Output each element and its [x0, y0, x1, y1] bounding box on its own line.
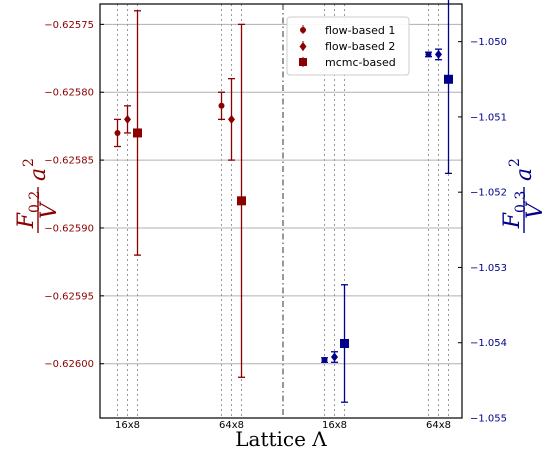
left-ylabel-exp: 2 — [21, 158, 37, 167]
legend-label: mcmc-based — [325, 56, 396, 69]
circle-marker-icon — [300, 27, 306, 33]
plot-frame — [99, 3, 463, 419]
left-axis-label: F 0.2 V a 2 — [14, 158, 62, 233]
left-tick-label: −0.62590 — [44, 223, 94, 234]
legend: flow-based 1 flow-based 2 mcmc-based — [286, 16, 410, 76]
data-point-circle — [218, 102, 225, 109]
data-point-circle — [321, 357, 328, 364]
data-point-circle — [425, 51, 432, 58]
x-tick-label: 16x8 — [115, 420, 140, 431]
x-tick-label: 64x8 — [426, 420, 451, 431]
right-axis: −1.050 −1.051 −1.052 −1.053 −1.054 −1.055 — [458, 37, 507, 425]
left-tick-label: −0.62575 — [44, 20, 94, 31]
left-ylabel-tail: a — [26, 168, 51, 181]
data-point-diamond — [435, 49, 442, 59]
left-ylabel-main: F — [14, 212, 39, 229]
x-tick-label: 64x8 — [219, 420, 244, 431]
data-points — [114, 0, 453, 403]
legend-entry-mcmc-based: mcmc-based — [299, 56, 396, 69]
right-tick-label: −1.051 — [470, 112, 507, 123]
data-point-diamond — [124, 114, 131, 124]
legend-label: flow-based 1 — [325, 24, 395, 37]
left-tick-label: −0.62580 — [44, 88, 94, 99]
right-tick-label: −1.053 — [470, 263, 507, 274]
left-ylabel-den: V — [37, 201, 62, 219]
legend-box — [286, 16, 410, 76]
right-tick-label: −1.050 — [470, 37, 507, 48]
data-point-square — [133, 128, 142, 138]
right-tick-label: −1.054 — [470, 338, 507, 349]
data-point-square — [444, 74, 453, 84]
right-ylabel-exp: 2 — [507, 158, 523, 167]
data-point-diamond — [228, 114, 235, 124]
legend-label: flow-based 2 — [325, 40, 395, 53]
right-tick-label: −1.052 — [470, 188, 507, 199]
data-point-circle — [114, 129, 121, 136]
data-point-square — [237, 196, 246, 206]
right-tick-label: −1.055 — [470, 414, 507, 425]
left-axis: −0.62575 −0.62580 −0.62585 −0.62590 −0.62595… — [44, 20, 104, 370]
data-point-square — [340, 338, 349, 348]
left-tick-label: −0.62595 — [44, 291, 94, 302]
x-axis: 16x8 64x8 16x8 64x8 — [115, 420, 451, 431]
left-tick-label: −0.62585 — [44, 156, 94, 167]
grid-lines — [100, 23, 462, 365]
legend-entry-flow-based-1: flow-based 1 — [300, 24, 395, 37]
diamond-marker-icon — [299, 42, 307, 51]
x-axis-label: Lattice Λ — [235, 427, 327, 451]
right-ylabel-sub: 0.3 — [513, 191, 529, 213]
right-ylabel-tail: a — [512, 168, 537, 181]
right-ylabel-main: F — [500, 212, 525, 229]
legend-entry-flow-based-2: flow-based 2 — [299, 40, 395, 53]
right-axis-label: F 0.3 V a 2 — [500, 158, 544, 233]
left-ylabel-sub: 0.2 — [27, 191, 43, 213]
right-ylabel-den: V — [523, 201, 544, 219]
data-point-diamond — [331, 352, 338, 362]
left-tick-label: −0.62600 — [44, 359, 94, 370]
x-tick-label: 16x8 — [322, 420, 347, 431]
square-marker-icon — [299, 58, 307, 66]
